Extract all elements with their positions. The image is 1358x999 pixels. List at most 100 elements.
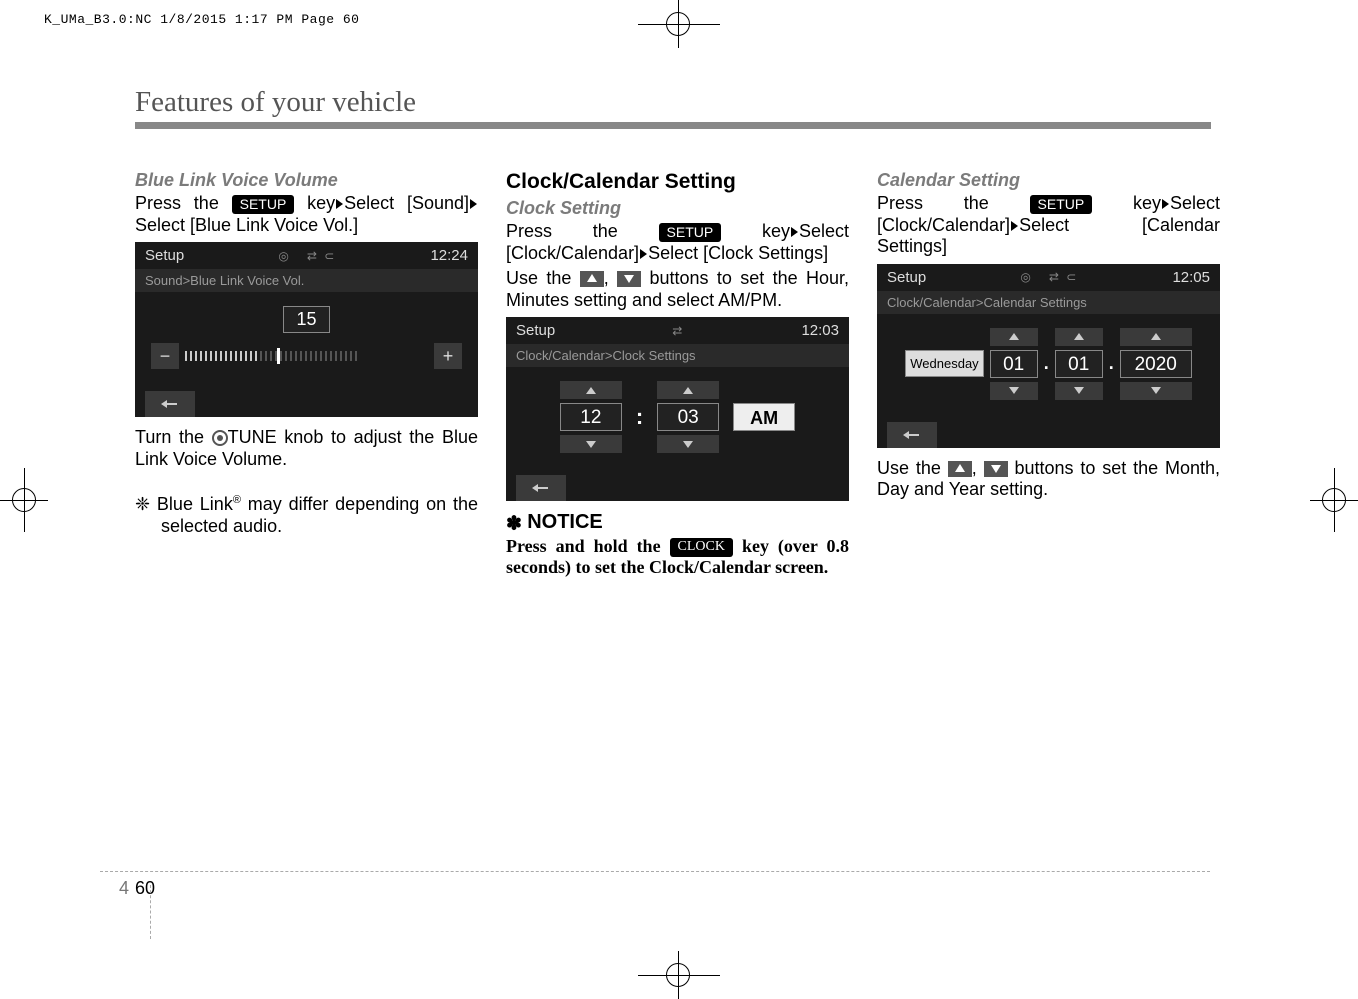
text-fragment: Press the — [506, 221, 659, 241]
clock-key-badge: CLOCK — [670, 538, 733, 557]
screenshot-clock-setting: Setup ⇄ 12:03 Clock/Calendar>Clock Setti… — [506, 317, 849, 501]
page-title: Features of your vehicle — [135, 86, 416, 119]
date-up-button[interactable] — [1055, 328, 1103, 346]
minute-down-button[interactable] — [657, 435, 719, 453]
registration-mark-top — [638, 0, 720, 48]
title-rule — [135, 122, 1211, 129]
column-3: Calendar Setting Press the SETUP keySele… — [877, 170, 1220, 579]
setup-key-badge: SETUP — [232, 195, 295, 214]
text-fragment: key — [294, 193, 335, 213]
status-icons: ◎ ⇄ ⊂ — [1020, 270, 1078, 284]
year-up-button[interactable] — [1120, 328, 1192, 346]
back-arrow-icon — [161, 399, 179, 409]
arrow-right-icon — [470, 199, 477, 209]
clock-calendar-heading: Clock/Calendar Setting — [506, 170, 849, 194]
text-fragment: Press the — [135, 193, 232, 213]
clock-instruction: Press the SETUP keySelect [Clock/Calenda… — [506, 221, 849, 264]
month-value: 01 — [990, 350, 1038, 378]
registration-mark-bottom — [638, 951, 720, 999]
arrow-right-icon — [336, 199, 343, 209]
registration-mark-right — [1310, 468, 1358, 532]
ampm-value[interactable]: AM — [733, 403, 795, 431]
notice-text: Press and hold the CLOCK key (over 0.8 s… — [506, 536, 849, 579]
screenshot-time: 12:24 — [430, 247, 468, 264]
screenshot-header: Setup ⇄ 12:03 — [506, 317, 849, 344]
screenshot-breadcrumb: Clock/Calendar>Clock Settings — [506, 344, 849, 367]
clock-buttons-instruction: Use the , buttons to set the Hour, Minut… — [506, 268, 849, 311]
volume-value: 15 — [283, 306, 329, 333]
minute-up-button[interactable] — [657, 381, 719, 399]
up-button-icon — [580, 271, 604, 287]
back-button[interactable] — [887, 422, 937, 448]
registration-mark-left — [0, 468, 48, 532]
screenshot-title: Setup — [887, 269, 926, 286]
back-arrow-icon — [903, 430, 921, 440]
down-button-icon — [617, 271, 641, 287]
arrow-right-icon — [640, 249, 647, 259]
arrow-right-icon — [1011, 221, 1018, 231]
clock-spinner-row: 12 : 03 AM — [522, 381, 833, 453]
status-icons: ◎ ⇄ ⊂ — [278, 249, 336, 263]
month-spinner: 01 — [990, 328, 1038, 400]
status-icons: ⇄ — [672, 324, 684, 338]
back-arrow-icon — [532, 483, 550, 493]
arrow-right-icon — [1162, 199, 1169, 209]
screenshot-title: Setup — [145, 247, 184, 264]
volume-track[interactable] — [185, 350, 428, 362]
screenshot-header: Setup ◎ ⇄ ⊂ 12:24 — [135, 242, 478, 269]
screenshot-breadcrumb: Sound>Blue Link Voice Vol. — [135, 269, 478, 292]
back-button[interactable] — [145, 391, 195, 417]
date-down-button[interactable] — [1055, 382, 1103, 400]
blue-link-instruction: Press the SETUP key Select [Sound]Select … — [135, 193, 478, 236]
date-separator: . — [1109, 353, 1114, 374]
notice-block: ✽ NOTICE Press and hold the CLOCK key (o… — [506, 511, 849, 578]
year-spinner: 2020 — [1120, 328, 1192, 400]
arrow-right-icon — [791, 227, 798, 237]
volume-minus-button[interactable]: − — [151, 343, 179, 369]
column-1: Blue Link Voice Volume Press the SETUP k… — [135, 170, 478, 579]
calendar-spinner-row: Wednesday 01 . 01 . 2020 — [893, 328, 1204, 400]
date-separator: . — [1044, 353, 1049, 374]
year-value: 2020 — [1120, 350, 1192, 378]
text-fragment: key — [1092, 193, 1161, 213]
text-fragment: Select [Blue Link Voice Vol.] — [135, 215, 358, 235]
month-down-button[interactable] — [990, 382, 1038, 400]
down-button-icon — [984, 461, 1008, 477]
hour-up-button[interactable] — [560, 381, 622, 399]
screenshot-title: Setup — [516, 322, 555, 339]
year-down-button[interactable] — [1120, 382, 1192, 400]
setup-key-badge: SETUP — [1030, 195, 1093, 214]
up-button-icon — [948, 461, 972, 477]
volume-plus-button[interactable]: + — [434, 343, 462, 369]
date-value: 01 — [1055, 350, 1103, 378]
text-fragment: Press the — [877, 193, 1030, 213]
page-divider-v — [150, 885, 151, 939]
month-up-button[interactable] — [990, 328, 1038, 346]
screenshot-calendar-setting: Setup ◎ ⇄ ⊂ 12:05 Clock/Calendar>Calenda… — [877, 264, 1220, 448]
page-number-value: 60 — [135, 878, 155, 898]
screenshot-voice-volume: Setup ◎ ⇄ ⊂ 12:24 Sound>Blue Link Voice … — [135, 242, 478, 417]
back-button[interactable] — [516, 475, 566, 501]
hour-down-button[interactable] — [560, 435, 622, 453]
calendar-instruction: Press the SETUP keySelect [Clock/Calenda… — [877, 193, 1220, 258]
print-crop-header: K_UMa_B3.0:NC 1/8/2015 1:17 PM Page 60 — [44, 12, 359, 27]
text-fragment: Use the — [506, 268, 580, 288]
text-fragment: , — [972, 458, 984, 478]
content-columns: Blue Link Voice Volume Press the SETUP k… — [135, 170, 1225, 579]
screenshot-time: 12:05 — [1172, 269, 1210, 286]
blue-link-footnote: ❈ Blue Link® may differ depending on the… — [135, 494, 478, 537]
column-2: Clock/Calendar Setting Clock Setting Pre… — [506, 170, 849, 579]
minute-value: 03 — [657, 403, 719, 431]
text-fragment: Select [Sound] — [344, 193, 469, 213]
clock-setting-heading: Clock Setting — [506, 198, 849, 219]
blue-link-heading: Blue Link Voice Volume — [135, 170, 478, 191]
text-fragment: ❈ Blue Link — [135, 494, 233, 514]
screenshot-breadcrumb: Clock/Calendar>Calendar Settings — [877, 291, 1220, 314]
weekday-label: Wednesday — [905, 350, 983, 377]
screenshot-time: 12:03 — [801, 322, 839, 339]
text-fragment: Turn the — [135, 427, 212, 447]
calendar-setting-heading: Calendar Setting — [877, 170, 1220, 191]
volume-bar: − + — [151, 343, 462, 369]
text-fragment: Use the — [877, 458, 948, 478]
tune-instruction: Turn the TUNE knob to adjust the Blue Li… — [135, 427, 478, 470]
